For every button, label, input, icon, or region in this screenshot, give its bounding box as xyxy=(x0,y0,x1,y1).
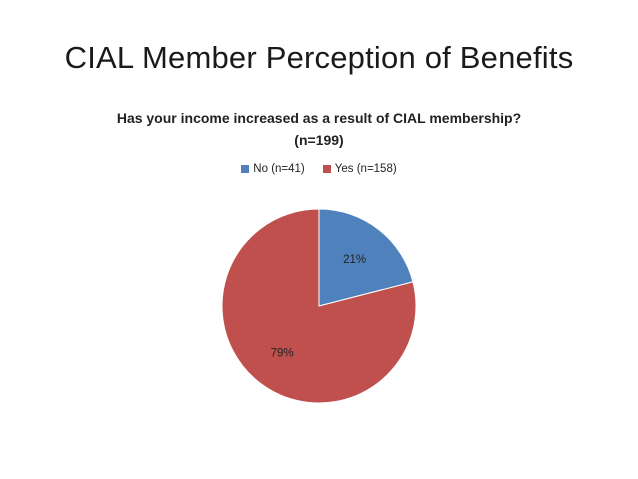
pie-slice-yes xyxy=(221,208,417,404)
pie-label-yes: 79% xyxy=(271,348,294,360)
legend-swatch-no xyxy=(241,165,250,173)
slide-title: CIAL Member Perception of Benefits xyxy=(64,40,574,75)
legend-item-no: No (n=41) xyxy=(241,163,305,175)
legend-label-yes: Yes (n=158) xyxy=(334,163,397,175)
pie-label-no: 21% xyxy=(343,254,366,266)
chart-title: Has your income increased as a result of… xyxy=(60,107,578,151)
legend-item-yes: Yes (n=158) xyxy=(322,163,397,175)
legend-swatch-yes xyxy=(322,165,331,173)
legend-label-no: No (n=41) xyxy=(253,163,305,175)
chart-title-line-1: Has your income increased as a result of… xyxy=(116,110,522,126)
chart-legend: No (n=41) Yes (n=158) xyxy=(0,163,638,175)
chart-title-line-2: (n=199) xyxy=(294,132,344,148)
pie-slice-no xyxy=(318,208,414,307)
